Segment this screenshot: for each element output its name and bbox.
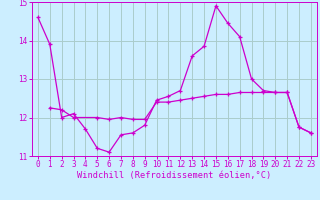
X-axis label: Windchill (Refroidissement éolien,°C): Windchill (Refroidissement éolien,°C) [77, 171, 272, 180]
